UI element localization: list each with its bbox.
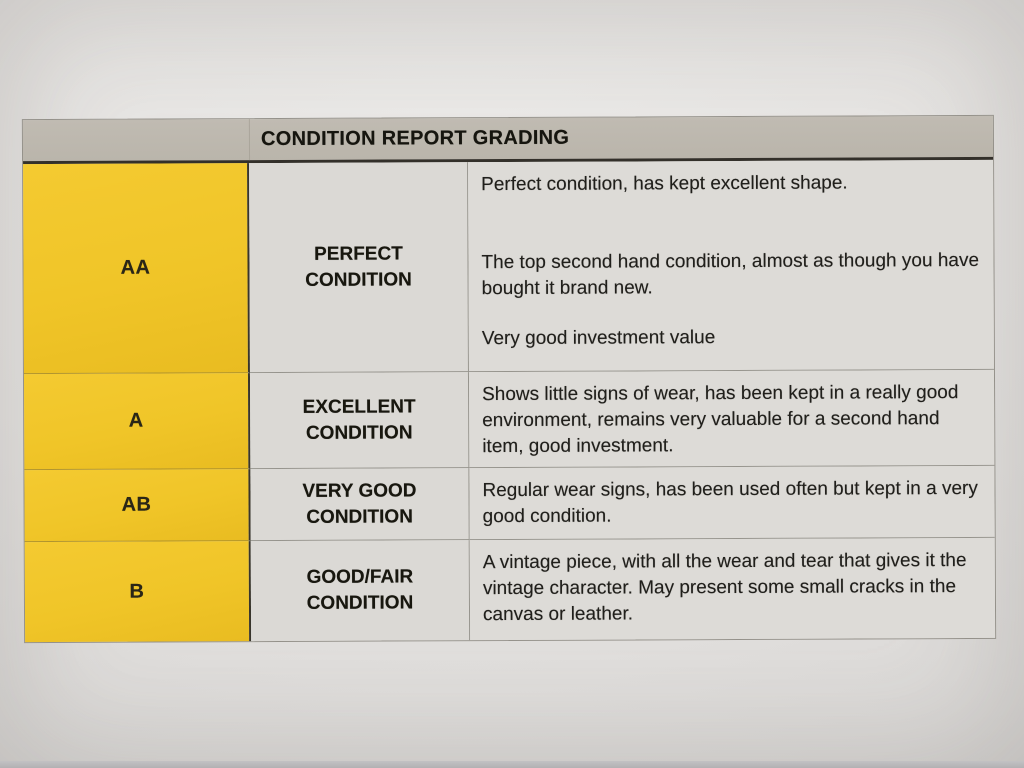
- condition-grading-table: CONDITION REPORT GRADING AA PERFECT COND…: [21, 114, 997, 644]
- condition-description-cell: A vintage piece, with all the wear and t…: [469, 537, 996, 641]
- table-row: AB VERY GOOD CONDITION Regular wear sign…: [24, 465, 995, 543]
- table-title: CONDITION REPORT GRADING: [260, 126, 570, 151]
- table-row: B GOOD/FAIR CONDITION A vintage piece, w…: [24, 537, 996, 643]
- description-paragraph: Perfect condition, has kept excellent sh…: [481, 172, 848, 196]
- description-paragraph: A vintage piece, with all the wear and t…: [482, 550, 967, 626]
- grade-cell: AA: [23, 163, 250, 375]
- description-paragraph: The top second hand condition, almost as…: [481, 249, 980, 300]
- table-row: AA PERFECT CONDITION Perfect condition, …: [23, 159, 994, 375]
- table-header-row: CONDITION REPORT GRADING: [22, 115, 994, 165]
- table-row: A EXCELLENT CONDITION Shows little signs…: [23, 369, 995, 471]
- grade-cell: A: [23, 373, 251, 471]
- condition-name-cell: PERFECT CONDITION: [249, 162, 469, 374]
- condition-description-cell: Perfect condition, has kept excellent sh…: [468, 159, 994, 373]
- condition-description-cell: Regular wear signs, has been used often …: [469, 465, 995, 541]
- description-paragraph: Regular wear signs, has been used often …: [482, 477, 978, 528]
- description-paragraph: Shows little signs of wear, has been kep…: [482, 382, 959, 458]
- condition-description-cell: Shows little signs of wear, has been kep…: [468, 369, 995, 469]
- condition-name-cell: GOOD/FAIR CONDITION: [250, 540, 471, 642]
- condition-name-cell: EXCELLENT CONDITION: [249, 372, 470, 470]
- grade-cell: AB: [24, 469, 251, 543]
- grade-cell: B: [24, 541, 252, 643]
- condition-name-cell: VERY GOOD CONDITION: [250, 468, 470, 542]
- header-spacer-cell: [22, 119, 251, 162]
- photo-bottom-edge: [0, 761, 1024, 768]
- description-paragraph: Very good investment value: [481, 327, 716, 350]
